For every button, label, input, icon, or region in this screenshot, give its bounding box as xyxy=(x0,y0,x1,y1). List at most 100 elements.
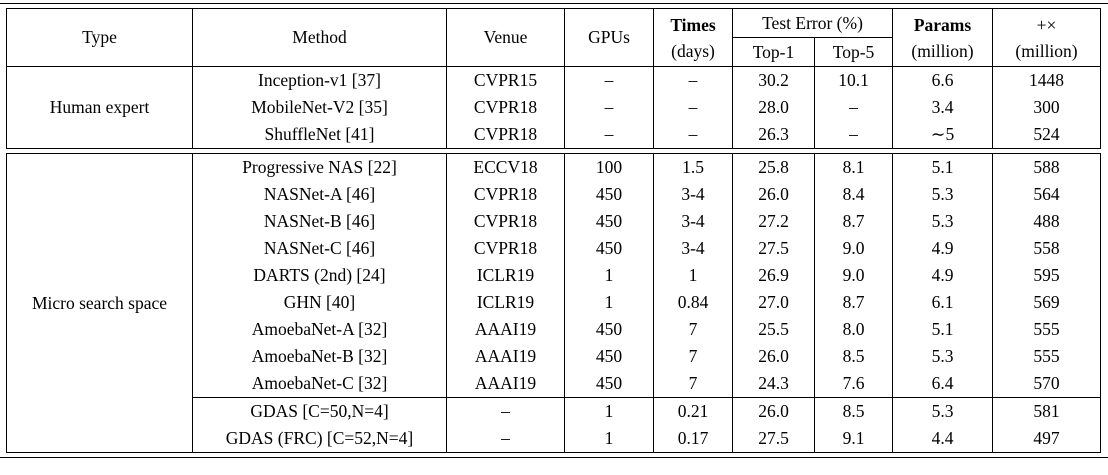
method-cell: GDAS (FRC) [C=52,N=4] xyxy=(192,425,447,453)
col-header-params: Params (million) xyxy=(892,8,993,67)
gpus-cell: 450 xyxy=(564,370,654,398)
table-row: Human expert Inception-v1 [37] CVPR15– –30.… xyxy=(6,66,1101,149)
venue-cell: AAAI19 xyxy=(446,316,565,343)
top1-cell: 27.5 xyxy=(732,425,815,453)
top1-cell: 30.2 xyxy=(732,66,815,94)
top5-cell: 10.1 xyxy=(813,66,893,94)
params-cell: 5.1 xyxy=(892,316,993,343)
header-row-1: Type Method Venue GPUs Times (days) Test… xyxy=(6,8,1101,67)
times-cell: 1 xyxy=(653,262,733,289)
madds-cell: 570 xyxy=(992,370,1101,398)
top5-cell: – xyxy=(813,121,893,149)
times-cell: 7 xyxy=(653,343,733,370)
venue-cell: CVPR18 xyxy=(446,235,565,262)
times-cell: 0.84 xyxy=(653,289,733,316)
method-cell: GHN [40] xyxy=(192,289,447,316)
top1-cell: 25.5 xyxy=(732,316,815,343)
col-header-test-error: Test Error (%) xyxy=(731,8,893,38)
table-row: NASNet-C [46] CVPR18 450 3-4 27.5 9.0 4.9 558 xyxy=(7,235,1101,262)
top1-cell: 27.0 xyxy=(732,289,815,316)
params-cell: 4.4 xyxy=(892,425,993,453)
gpus-cell: – xyxy=(564,94,654,121)
params-cell: 3.4 xyxy=(892,94,993,121)
table-row: AmoebaNet-A [32] AAAI19 450 7 25.5 8.0 5.1 555 xyxy=(7,316,1101,343)
table-row: NASNet-A [46] CVPR18 450 3-4 26.0 8.4 5.3 564 xyxy=(7,181,1101,208)
times-cell: 0.21 xyxy=(653,397,733,425)
table-row: Micro search space Progressive NAS [22] EC… xyxy=(6,153,1101,453)
multiply-adds-label: +× xyxy=(1036,14,1057,35)
top1-cell: 24.3 xyxy=(732,370,815,398)
col-header-gpus: GPUs xyxy=(564,8,654,67)
top1-cell: 26.3 xyxy=(732,121,815,149)
top1-cell: 26.9 xyxy=(732,262,815,289)
gpus-cell: 450 xyxy=(564,208,654,235)
madds-cell: 581 xyxy=(992,397,1101,425)
top1-cell: 26.0 xyxy=(732,181,815,208)
times-cell: – xyxy=(653,66,733,94)
params-cell: 4.9 xyxy=(892,262,993,289)
times-cell: 3-4 xyxy=(653,235,733,262)
top1-cell: 26.0 xyxy=(732,343,815,370)
top5-cell: 9.0 xyxy=(814,262,893,289)
top5-cell: 9.0 xyxy=(814,235,893,262)
params-cell: 6.1 xyxy=(892,289,993,316)
results-table-micro-section: Micro search space Progressive NAS [22] EC… xyxy=(6,153,1101,453)
bottom-double-rule xyxy=(0,457,1108,458)
params-unit-label: (million) xyxy=(911,40,974,61)
col-header-top5: Top-5 xyxy=(813,37,893,67)
type-cell: Micro search space xyxy=(6,153,193,453)
params-cell: 5.3 xyxy=(892,343,993,370)
madds-cell: 524 xyxy=(992,121,1101,149)
params-cell: ∼5 xyxy=(892,121,993,149)
madds-cell: 588 xyxy=(992,153,1101,181)
top1-cell: 27.5 xyxy=(732,235,815,262)
table-row: DARTS (2nd) [24] ICLR19 1 1 26.9 9.0 4.9 595 xyxy=(7,262,1101,289)
method-cell: Inception-v1 [37] xyxy=(192,66,447,94)
method-cell: AmoebaNet-A [32] xyxy=(192,316,447,343)
top5-cell: 8.7 xyxy=(814,289,893,316)
col-header-type: Type xyxy=(6,8,193,67)
venue-cell: CVPR18 xyxy=(446,208,565,235)
col-header-venue: Venue xyxy=(446,8,565,67)
times-cell: 1.5 xyxy=(653,153,733,181)
madds-cell: 569 xyxy=(992,289,1101,316)
top5-cell: – xyxy=(813,94,893,121)
times-cell: 7 xyxy=(653,316,733,343)
top5-cell: 8.4 xyxy=(814,181,893,208)
times-cell: – xyxy=(653,94,733,121)
table-row: MobileNet-V2 [35] CVPR18– –28.0–3.4 300 xyxy=(7,94,1101,121)
params-label: Params xyxy=(913,14,972,35)
top1-cell: 28.0 xyxy=(732,94,815,121)
params-cell: 5.3 xyxy=(892,181,993,208)
times-cell: 0.17 xyxy=(653,425,733,453)
params-cell: 5.3 xyxy=(892,397,993,425)
times-label: Times xyxy=(670,14,716,35)
venue-cell: CVPR15 xyxy=(446,66,565,94)
venue-cell: CVPR18 xyxy=(446,181,565,208)
top5-cell: 8.5 xyxy=(814,397,893,425)
table-row: ShuffleNet [41] CVPR18– –26.3– ∼5 524 xyxy=(7,121,1101,149)
params-cell: 6.4 xyxy=(892,370,993,398)
col-header-times: Times (days) xyxy=(653,8,733,67)
top1-cell: 25.8 xyxy=(732,153,815,181)
gpus-cell: 1 xyxy=(564,425,654,453)
params-cell: 5.3 xyxy=(892,208,993,235)
section-human-expert: Human expert Inception-v1 [37] CVPR15– –30.… xyxy=(6,66,1101,149)
gpus-cell: 100 xyxy=(564,153,654,181)
results-table-header-section: Type Method Venue GPUs Times (days) Test… xyxy=(6,8,1102,149)
section-micro-search-space: Micro search space Progressive NAS [22] EC… xyxy=(6,153,1101,453)
top5-cell: 8.1 xyxy=(814,153,893,181)
gpus-cell: 450 xyxy=(564,181,654,208)
times-cell: 7 xyxy=(653,370,733,398)
table-row: AmoebaNet-B [32] AAAI19 450 7 26.0 8.5 5.3 555 xyxy=(7,343,1101,370)
table-row: NASNet-B [46] CVPR18 450 3-4 27.2 8.7 5.3 488 xyxy=(7,208,1101,235)
top5-cell: 7.6 xyxy=(814,370,893,398)
col-header-top1: Top-1 xyxy=(732,37,815,67)
venue-cell: CVPR18 xyxy=(446,121,565,149)
table-header: Type Method Venue GPUs Times (days) Test… xyxy=(6,8,1101,67)
venue-cell: CVPR18 xyxy=(446,94,565,121)
method-cell: AmoebaNet-C [32] xyxy=(192,370,447,398)
method-cell: ShuffleNet [41] xyxy=(192,121,447,149)
method-cell: NASNet-C [46] xyxy=(192,235,447,262)
